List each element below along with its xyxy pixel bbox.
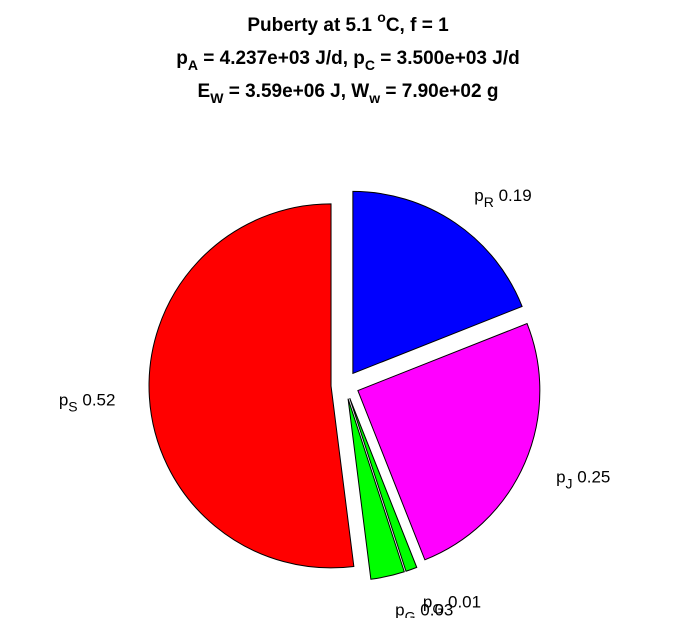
slice-label-2: pG 0.01 — [423, 592, 481, 616]
chart-title: Puberty at 5.1 oC, f = 1 pA = 4.237e+03 J… — [176, 9, 519, 106]
title-segment: = 3.59e+06 J, W — [223, 81, 369, 102]
title-segment: E — [198, 81, 211, 102]
title-segment: = 4.237e+03 J/d, p — [198, 48, 365, 69]
slice-label-1: pJ 0.25 — [556, 467, 610, 491]
title-segment: = 7.90e+02 g — [380, 81, 498, 102]
pie-slice-g-2 — [349, 397, 418, 572]
pie-slice-g-3 — [347, 398, 405, 580]
title-segment: w — [368, 90, 380, 106]
title-line-2: pA = 4.237e+03 J/d, pC = 3.500e+03 J/d — [176, 48, 519, 73]
slice-label-0: pR 0.19 — [474, 186, 531, 210]
title-line-1: Puberty at 5.1 oC, f = 1 — [247, 9, 449, 36]
title-line-3: EW = 3.59e+06 J, Ww = 7.90e+02 g — [198, 81, 499, 106]
title-segment: Puberty at 5.1 — [247, 15, 377, 36]
title-segment: W — [210, 90, 224, 106]
title-segment: = 3.500e+03 J/d — [375, 48, 520, 69]
title-segment: p — [176, 48, 188, 69]
pie-slice-s-4 — [148, 203, 355, 569]
pie-slices — [148, 190, 541, 580]
title-segment: A — [188, 57, 198, 73]
pie-slice-j-1 — [357, 322, 541, 561]
pie-slice-r-0 — [352, 190, 523, 375]
title-segment: C — [365, 57, 375, 73]
slice-label-4: pS 0.52 — [59, 390, 116, 414]
title-segment: o — [377, 9, 386, 25]
slice-label-3: pG 0.03 — [395, 600, 453, 618]
title-segment: C, f = 1 — [386, 15, 449, 36]
